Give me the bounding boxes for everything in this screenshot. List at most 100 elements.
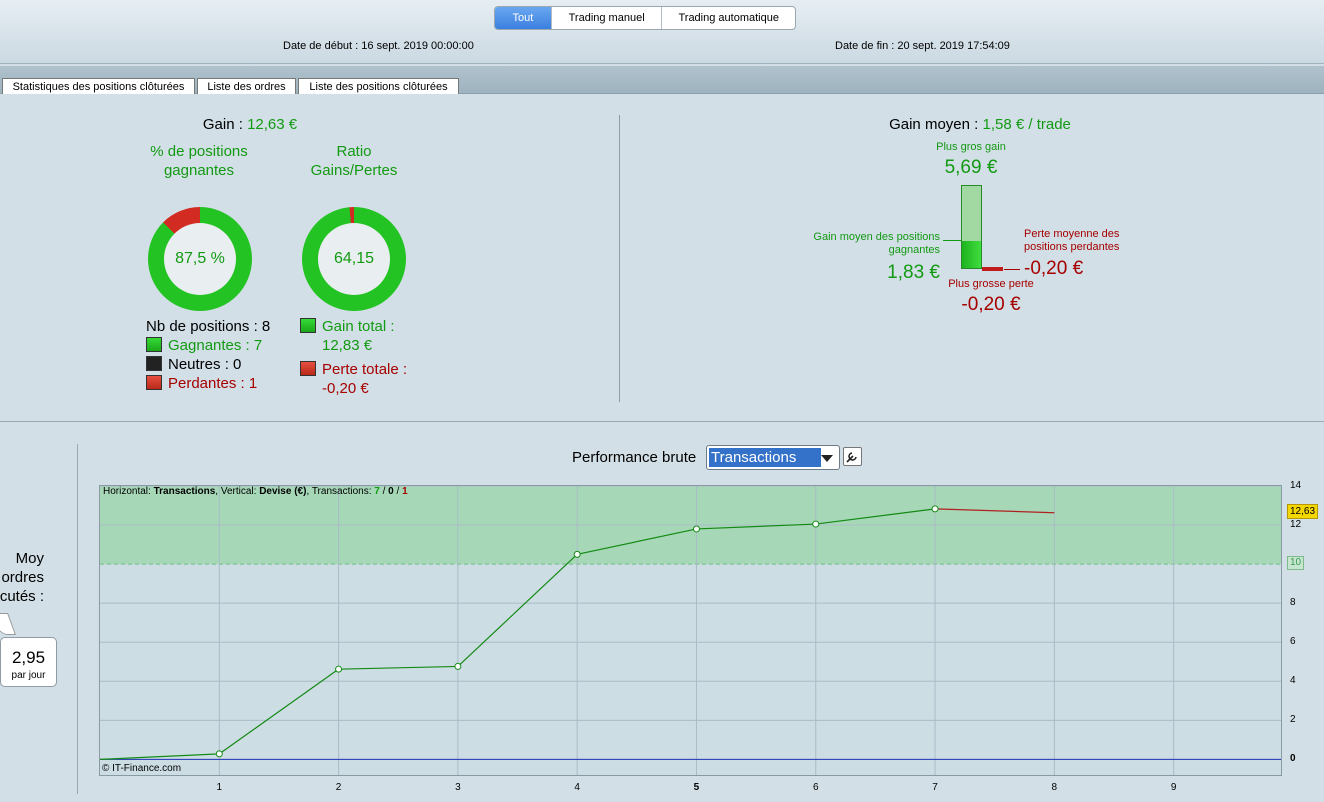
stats-bottom-divider [0, 421, 1324, 422]
performance-select[interactable]: Transactions [706, 445, 840, 470]
series-segment-gain [815, 508, 936, 525]
tab-closed-position-stats[interactable]: Statistiques des positions clôturées [2, 78, 195, 94]
chart-info-neutral: 0 [388, 486, 394, 497]
average-win-value: 1,83 € [887, 262, 940, 283]
red-square-icon [146, 375, 162, 390]
average-orders-label: Moy ordres cutés : [0, 549, 44, 606]
tab-bar: Statistiques des positions clôturées Lis… [0, 66, 1324, 94]
average-loss-bar [982, 267, 1003, 271]
orders-per-day-card: 2,95 par jour [0, 637, 57, 687]
mode-all-button[interactable]: Tout [495, 7, 552, 29]
chart-info-sep1: / [379, 486, 389, 497]
y-tick-label: 2 [1290, 714, 1296, 726]
y-tick-label: 6 [1290, 636, 1296, 648]
x-tick-label: 5 [693, 782, 700, 793]
average-orders-line2: ordres [1, 569, 44, 586]
performance-chart: Horizontal: Transactions, Vertical: Devi… [99, 485, 1282, 776]
average-win-label-line2: gagnantes [888, 244, 940, 256]
tab-closed-position-list[interactable]: Liste des positions clôturées [298, 78, 459, 94]
x-tick-label: 9 [1170, 782, 1177, 793]
average-win-label: Gain moyen des positions gagnantes [790, 231, 940, 257]
chart-info-transactions-label: , Transactions: [306, 486, 375, 497]
target-value-badge: 10 [1287, 556, 1305, 570]
performance-select-value: Transactions [709, 448, 821, 467]
data-point [692, 525, 700, 533]
average-gain-value: 1,58 € / trade [982, 116, 1071, 133]
total-gain-value: 12,83 € [322, 337, 373, 354]
x-tick-label: 6 [812, 782, 819, 793]
gain-summary: Gain : 12,63 € [150, 116, 350, 133]
series-segment-gain [577, 528, 697, 555]
chart-info-wins: 7 [374, 486, 380, 497]
total-loss-label: Perte totale : [322, 361, 408, 378]
black-square-icon [146, 356, 162, 371]
x-tick-label: 3 [455, 782, 461, 793]
average-loss-arrow-icon [1004, 269, 1020, 270]
mode-automatic-button[interactable]: Trading automatique [678, 12, 779, 24]
series-segment-gain [338, 665, 458, 670]
max-loss-label: Plus grosse perte [948, 278, 1034, 290]
positions-legend: Nb de positions : 8 Gagnantes : 7 Neutre… [146, 317, 270, 393]
chart-info-losses: 1 [402, 486, 408, 497]
left-panel-divider [77, 444, 78, 794]
totals-legend: Gain total : 12,83 € Perte totale : -0,2… [300, 317, 407, 398]
mode-segmented-control: Tout Trading manuel Trading automatique [494, 6, 796, 30]
average-orders-line1: Moy [15, 550, 44, 567]
y-tick-label: 14 [1290, 480, 1302, 491]
positions-neutral: Neutres : 0 [168, 356, 242, 373]
x-tick-label: 2 [335, 782, 342, 793]
average-gain-label: Gain moyen : [889, 116, 983, 133]
win-percentage-donut: 87,5 % [148, 207, 252, 311]
data-point [335, 665, 343, 673]
chart-info-mid: , Vertical: [215, 486, 260, 497]
ratio-donut: 64,15 [302, 207, 406, 311]
average-win-arrow-icon [943, 240, 961, 241]
tab-order-list[interactable]: Liste des ordres [197, 78, 296, 94]
gain-value: 12,63 € [247, 116, 298, 133]
header-bar: Tout Trading manuel Trading automatique … [0, 0, 1324, 64]
chart-info-sep2: / [393, 486, 403, 497]
x-tick-label: 8 [1051, 782, 1058, 793]
data-point [215, 750, 223, 758]
win-percentage-value: 87,5 % [164, 223, 236, 295]
total-loss-value: -0,20 € [322, 380, 369, 397]
average-loss-value: -0,20 € [1024, 258, 1084, 279]
end-date: Date de fin : 20 sept. 2019 17:54:09 [835, 40, 1010, 52]
series-segment-gain [696, 523, 816, 530]
win-percentage-title: % de positions gagnantes [150, 143, 248, 179]
speech-tail [0, 613, 17, 635]
positions-total: Nb de positions : 8 [146, 318, 271, 335]
last-value-badge: 12,63 [1287, 504, 1319, 519]
series-segment-gain [100, 753, 220, 760]
max-gain-value: 5,69 € [944, 157, 998, 178]
average-win-label-line1: Gain moyen des positions [813, 231, 940, 243]
series-segment-gain [457, 553, 578, 667]
start-date: Date de début : 16 sept. 2019 00:00:00 [283, 40, 474, 52]
data-point [573, 550, 581, 558]
data-point [931, 505, 939, 513]
wrench-icon [846, 452, 857, 463]
mode-manual-button[interactable]: Trading manuel [552, 7, 663, 29]
wrench-button[interactable] [843, 447, 862, 466]
orders-per-day-unit: par jour [11, 670, 46, 681]
data-point [812, 520, 820, 528]
y-tick-label: 8 [1290, 597, 1296, 609]
max-gain-bar [961, 185, 982, 269]
series-segment-gain [218, 668, 339, 755]
x-tick-label: 4 [574, 782, 580, 793]
gain-label: Gain : [202, 116, 248, 133]
chart-info-horizontal: Transactions [153, 486, 216, 497]
x-tick-label: 7 [932, 782, 938, 793]
chart-info-vertical: Devise (€) [259, 486, 307, 497]
chart-info-prefix: Horizontal: [103, 486, 154, 497]
ratio-value: 64,15 [318, 223, 390, 295]
performance-label: Performance brute [572, 449, 697, 466]
data-point [454, 662, 462, 670]
red-square-icon [300, 361, 316, 376]
total-gain-label: Gain total : [322, 318, 395, 335]
y-tick-label: 4 [1290, 675, 1296, 687]
average-win-bar [962, 241, 981, 268]
average-loss-label: Perte moyenne des positions perdantes [1024, 228, 1119, 254]
average-loss-label-line2: positions perdantes [1024, 241, 1120, 253]
average-loss-label-line1: Perte moyenne des [1024, 228, 1120, 240]
